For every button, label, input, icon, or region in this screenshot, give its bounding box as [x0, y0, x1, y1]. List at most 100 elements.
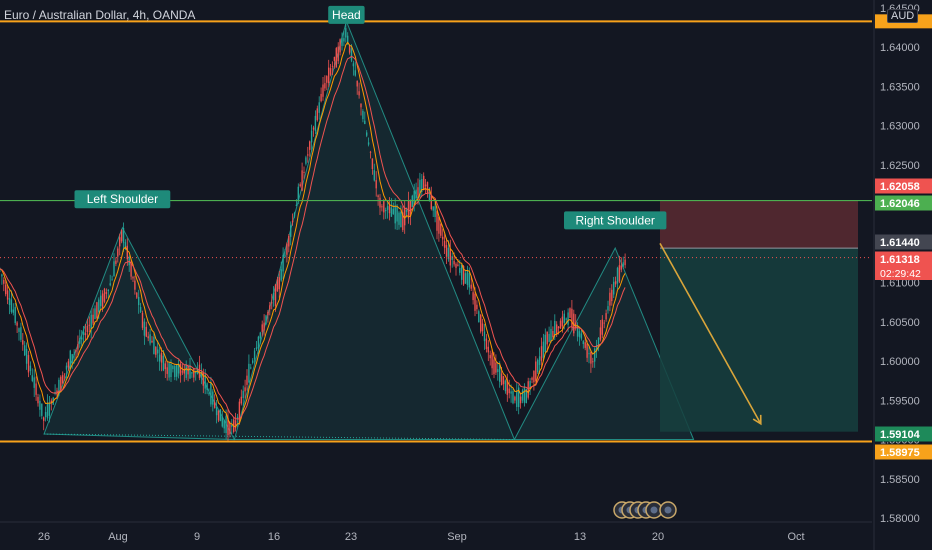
- candle-body: [559, 320, 562, 329]
- candle-body: [271, 302, 273, 304]
- candle-body: [160, 352, 163, 363]
- candle-body: [77, 343, 79, 350]
- projection-arrow: [659, 242, 762, 425]
- y-tick-label: 1.63500: [880, 81, 920, 93]
- candle-body: [430, 195, 432, 210]
- candle-body: [436, 211, 438, 231]
- x-tick-label: 9: [194, 531, 200, 543]
- candle-body: [510, 391, 512, 394]
- candle-body: [561, 316, 564, 327]
- price-tag: [875, 251, 932, 267]
- candle-body: [586, 343, 588, 358]
- candle-body: [295, 204, 298, 207]
- candle-body: [16, 322, 18, 326]
- candle-body: [356, 80, 358, 87]
- candle-body: [94, 308, 96, 320]
- candle-body: [307, 154, 309, 156]
- candle-body: [257, 336, 260, 349]
- x-tick-label: 13: [574, 531, 586, 543]
- candle-body: [388, 204, 391, 214]
- candle-body: [575, 322, 577, 328]
- candle-body: [449, 248, 451, 266]
- candle-body: [518, 387, 520, 408]
- candle-body: [620, 265, 622, 270]
- candle-body: [25, 348, 28, 364]
- candle-body: [366, 132, 368, 136]
- candle-body: [508, 388, 510, 394]
- candle-body: [396, 206, 398, 222]
- candle-body: [147, 336, 149, 339]
- candle-body: [523, 387, 526, 403]
- candle-body: [39, 400, 41, 410]
- candle-body: [470, 284, 472, 289]
- candle-body: [521, 390, 524, 401]
- candle-body: [43, 417, 45, 421]
- candle-body: [44, 412, 47, 418]
- candle-body: [369, 151, 372, 153]
- candle-body: [535, 361, 537, 381]
- candle-body: [483, 331, 486, 342]
- candle-body: [255, 347, 258, 350]
- candle-body: [63, 373, 66, 375]
- pattern-baseline: [43, 433, 515, 441]
- candle-body: [193, 368, 195, 378]
- candle-body: [474, 293, 476, 311]
- candle-body: [126, 245, 128, 260]
- candle-body: [497, 369, 499, 372]
- candle-body: [158, 354, 161, 362]
- candle-body: [115, 260, 117, 264]
- x-tick-label: 20: [652, 531, 664, 543]
- candle-body: [276, 279, 279, 292]
- price-tag: [875, 178, 932, 194]
- price-tag-label: 1.62058: [880, 181, 920, 193]
- y-tick-label: 1.60000: [880, 356, 920, 368]
- candle-body: [96, 302, 98, 318]
- candle-body: [601, 319, 603, 335]
- candle-body: [552, 330, 554, 338]
- candle-body: [138, 296, 140, 306]
- candle-body: [151, 340, 153, 343]
- candle-body: [537, 359, 539, 373]
- candle-body: [27, 355, 30, 373]
- y-tick-label: 1.58000: [880, 513, 920, 525]
- candle-body: [421, 179, 423, 192]
- candle-body: [200, 371, 203, 378]
- candle-body: [189, 365, 191, 379]
- candle-body: [103, 288, 106, 302]
- ema-slow-line: [0, 55, 626, 420]
- candle-body: [413, 190, 415, 205]
- price-tag: [875, 195, 932, 211]
- candle-body: [603, 322, 605, 324]
- candle-body: [82, 331, 85, 336]
- candle-body: [210, 382, 212, 405]
- candle-body: [595, 345, 598, 351]
- candle-body: [100, 295, 102, 307]
- candle-body: [191, 372, 193, 374]
- candle-body: [377, 195, 379, 198]
- candle-body: [525, 388, 527, 404]
- annotation-label: Right Shoulder: [564, 211, 667, 230]
- currency-badge[interactable]: AUD: [887, 9, 919, 23]
- candle-body: [576, 325, 579, 337]
- candle-body: [206, 383, 208, 390]
- candle-body: [31, 375, 33, 381]
- candle-body: [578, 331, 581, 338]
- stop-loss-zone: [660, 200, 858, 249]
- candle-body: [611, 289, 613, 302]
- candle-body: [457, 264, 459, 266]
- projection-arrowhead: [752, 414, 762, 426]
- candle-body: [569, 308, 571, 318]
- candle-body: [341, 37, 343, 46]
- candle-body: [506, 379, 508, 395]
- annotation-text: Left Shoulder: [87, 192, 158, 206]
- candle-body: [445, 245, 448, 257]
- candle-body: [329, 68, 332, 75]
- candle-body: [6, 290, 9, 300]
- candle-body: [303, 171, 305, 173]
- economic-events-markers: [613, 501, 677, 519]
- candle-body: [157, 349, 159, 354]
- candle-body: [557, 326, 560, 329]
- candle-body: [301, 170, 303, 191]
- candle-body: [79, 337, 81, 344]
